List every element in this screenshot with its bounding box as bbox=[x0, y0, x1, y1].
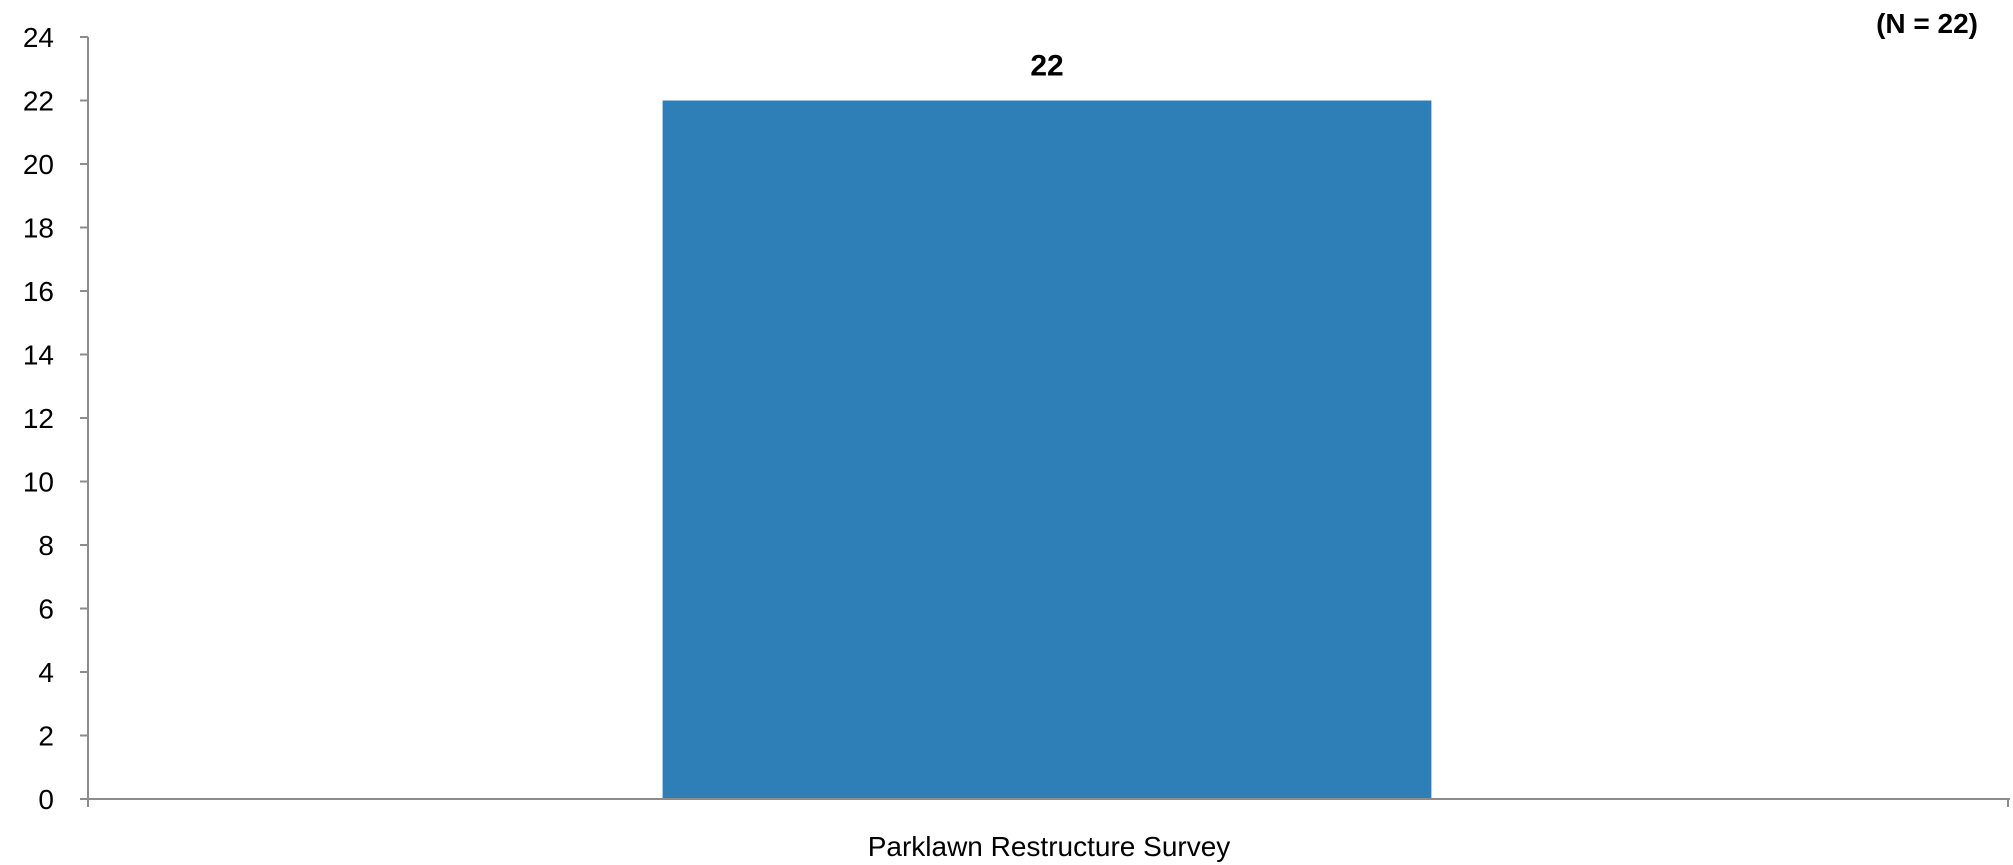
sample-size-annotation: (N = 22) bbox=[1876, 8, 1978, 39]
bar-data-label: 22 bbox=[1030, 50, 1063, 83]
y-tick-label: 18 bbox=[23, 213, 54, 244]
y-tick-label: 22 bbox=[23, 86, 54, 117]
y-tick-label: 24 bbox=[23, 22, 54, 53]
x-category-label: Parklawn Restructure Survey bbox=[868, 831, 1231, 862]
y-tick-label: 12 bbox=[23, 403, 54, 434]
x-axis-labels: Parklawn Restructure Survey bbox=[87, 799, 2009, 862]
y-tick-label: 2 bbox=[38, 721, 54, 752]
y-tick-label: 14 bbox=[23, 340, 54, 371]
bar bbox=[662, 100, 1432, 799]
y-tick-label: 10 bbox=[23, 467, 54, 498]
y-tick-label: 16 bbox=[23, 276, 54, 307]
y-tick-label: 4 bbox=[38, 657, 54, 688]
bars: 22 bbox=[662, 50, 1432, 799]
y-tick-label: 8 bbox=[38, 530, 54, 561]
y-tick-label: 0 bbox=[38, 784, 54, 815]
y-tick-label: 20 bbox=[23, 149, 54, 180]
y-tick-label: 6 bbox=[38, 594, 54, 625]
